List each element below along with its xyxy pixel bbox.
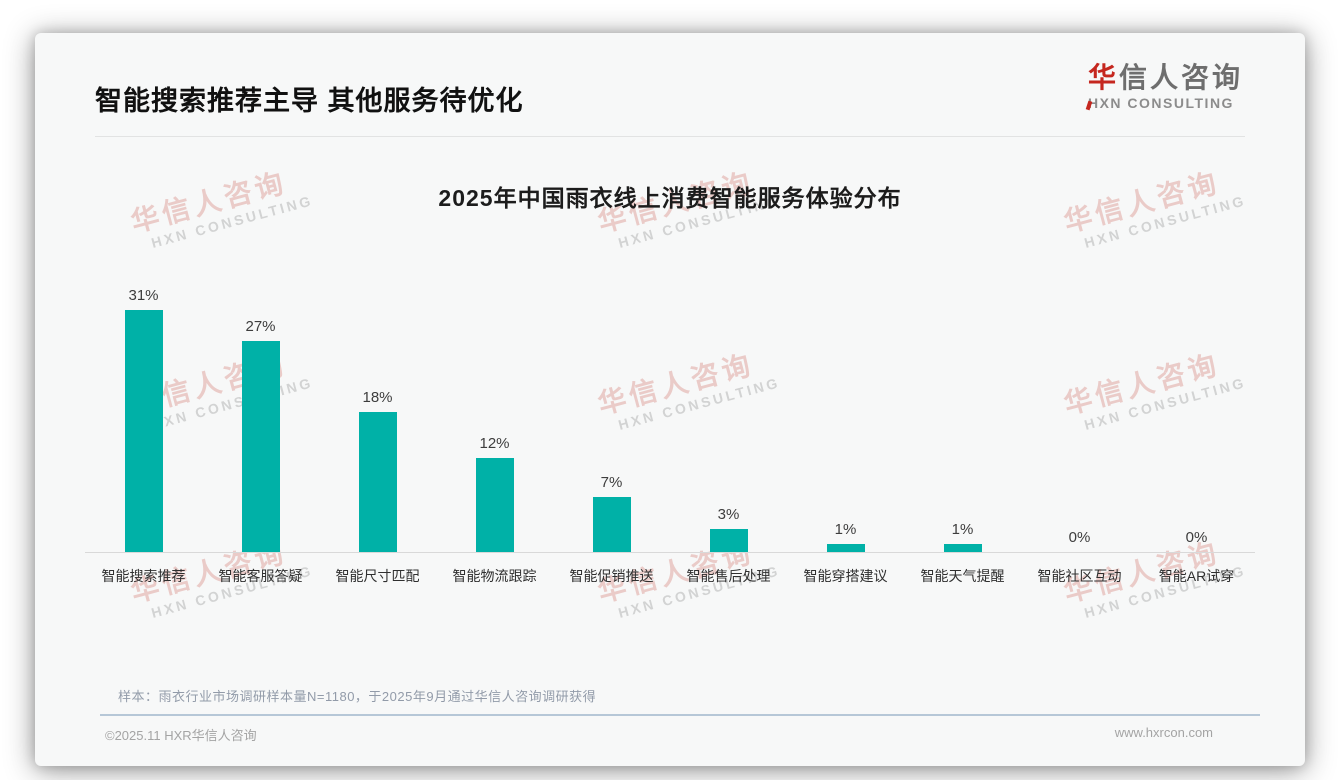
sample-note: 样本：雨衣行业市场调研样本量N=1180，于2025年9月通过华信人咨询调研获得 bbox=[118, 689, 597, 704]
bar-value-label: 1% bbox=[951, 521, 974, 539]
category-label: 智能售后处理 bbox=[686, 568, 771, 584]
bar bbox=[943, 544, 982, 552]
bar bbox=[241, 341, 280, 552]
bar bbox=[709, 528, 748, 552]
category-label: 智能客服答疑 bbox=[218, 568, 303, 584]
category-label: 智能穿搭建议 bbox=[803, 568, 888, 584]
bar-column: 1% bbox=[904, 521, 1021, 552]
bar bbox=[475, 458, 514, 552]
bars-area: 31% 27% 18% 12% 7% 3% 1% 1% 0% 0% bbox=[85, 257, 1255, 553]
bar-column: 1% bbox=[787, 521, 904, 552]
bar bbox=[124, 310, 163, 552]
bar-column: 0% bbox=[1138, 529, 1255, 552]
bar-value-label: 12% bbox=[479, 435, 510, 453]
category-label: 智能尺寸匹配 bbox=[335, 568, 420, 584]
bar-column: 7% bbox=[553, 474, 670, 552]
category-axis: 智能搜索推荐 智能客服答疑 智能尺寸匹配 智能物流跟踪 智能促销推送 智能售后处理 智能穿搭… bbox=[85, 566, 1255, 586]
bar-value-label: 3% bbox=[717, 505, 740, 523]
footer-divider bbox=[100, 714, 1260, 716]
category-label: 智能AR试穿 bbox=[1158, 568, 1235, 584]
slide-card: 华信人咨询 HXN CONSULTING 华信人咨询 HXN CONSULTING 华信… bbox=[35, 33, 1305, 766]
bar-column: 27% bbox=[202, 318, 319, 552]
chart-title: 2025年中国雨衣线上消费智能服务体验分布 bbox=[438, 185, 902, 211]
category-label: 智能搜索推荐 bbox=[101, 568, 186, 584]
website-text: www.hxrcon.com bbox=[1114, 725, 1213, 740]
footer: ©2025.11 HXR华信人咨询 www.hxrcon.com bbox=[35, 716, 1305, 744]
header: 智能搜索推荐主导 其他服务待优化 华信人咨询 HXN CONSULTING bbox=[35, 33, 1305, 118]
bar-value-label: 0% bbox=[1068, 529, 1091, 546]
bar-value-label: 18% bbox=[362, 388, 393, 406]
category-label: 智能促销推送 bbox=[569, 568, 654, 584]
bar-value-label: 27% bbox=[245, 318, 276, 336]
bar bbox=[826, 544, 865, 552]
bar-column: 0% bbox=[1021, 529, 1138, 552]
bar-value-label: 31% bbox=[128, 287, 159, 305]
copyright-text: ©2025.11 HXR华信人咨询 bbox=[105, 728, 257, 743]
category-label: 智能社区互动 bbox=[1037, 568, 1122, 584]
header-divider bbox=[95, 136, 1245, 137]
bar-column: 18% bbox=[319, 389, 436, 552]
category-label: 智能天气提醒 bbox=[920, 568, 1005, 584]
company-logo: 华信人咨询 HXN CONSULTING bbox=[1087, 62, 1243, 111]
category-label: 智能物流跟踪 bbox=[452, 568, 537, 584]
logo-english-name: HXN CONSULTING bbox=[1087, 94, 1234, 111]
logo-chinese-name: 华信人咨询 bbox=[1087, 62, 1243, 93]
bar-column: 3% bbox=[670, 506, 787, 552]
bar-column: 31% bbox=[85, 287, 202, 552]
bar-chart: 31% 27% 18% 12% 7% 3% 1% 1% 0% 0% 智能搜索推荐 智能客服答疑 智能尺… bbox=[35, 257, 1305, 586]
bar-column: 12% bbox=[436, 435, 553, 552]
bar bbox=[592, 497, 631, 552]
page-title: 智能搜索推荐主导 其他服务待优化 bbox=[95, 86, 524, 116]
bar bbox=[358, 411, 397, 552]
bar-value-label: 1% bbox=[834, 521, 857, 539]
bar-value-label: 0% bbox=[1185, 529, 1208, 546]
bar-value-label: 7% bbox=[600, 474, 623, 492]
